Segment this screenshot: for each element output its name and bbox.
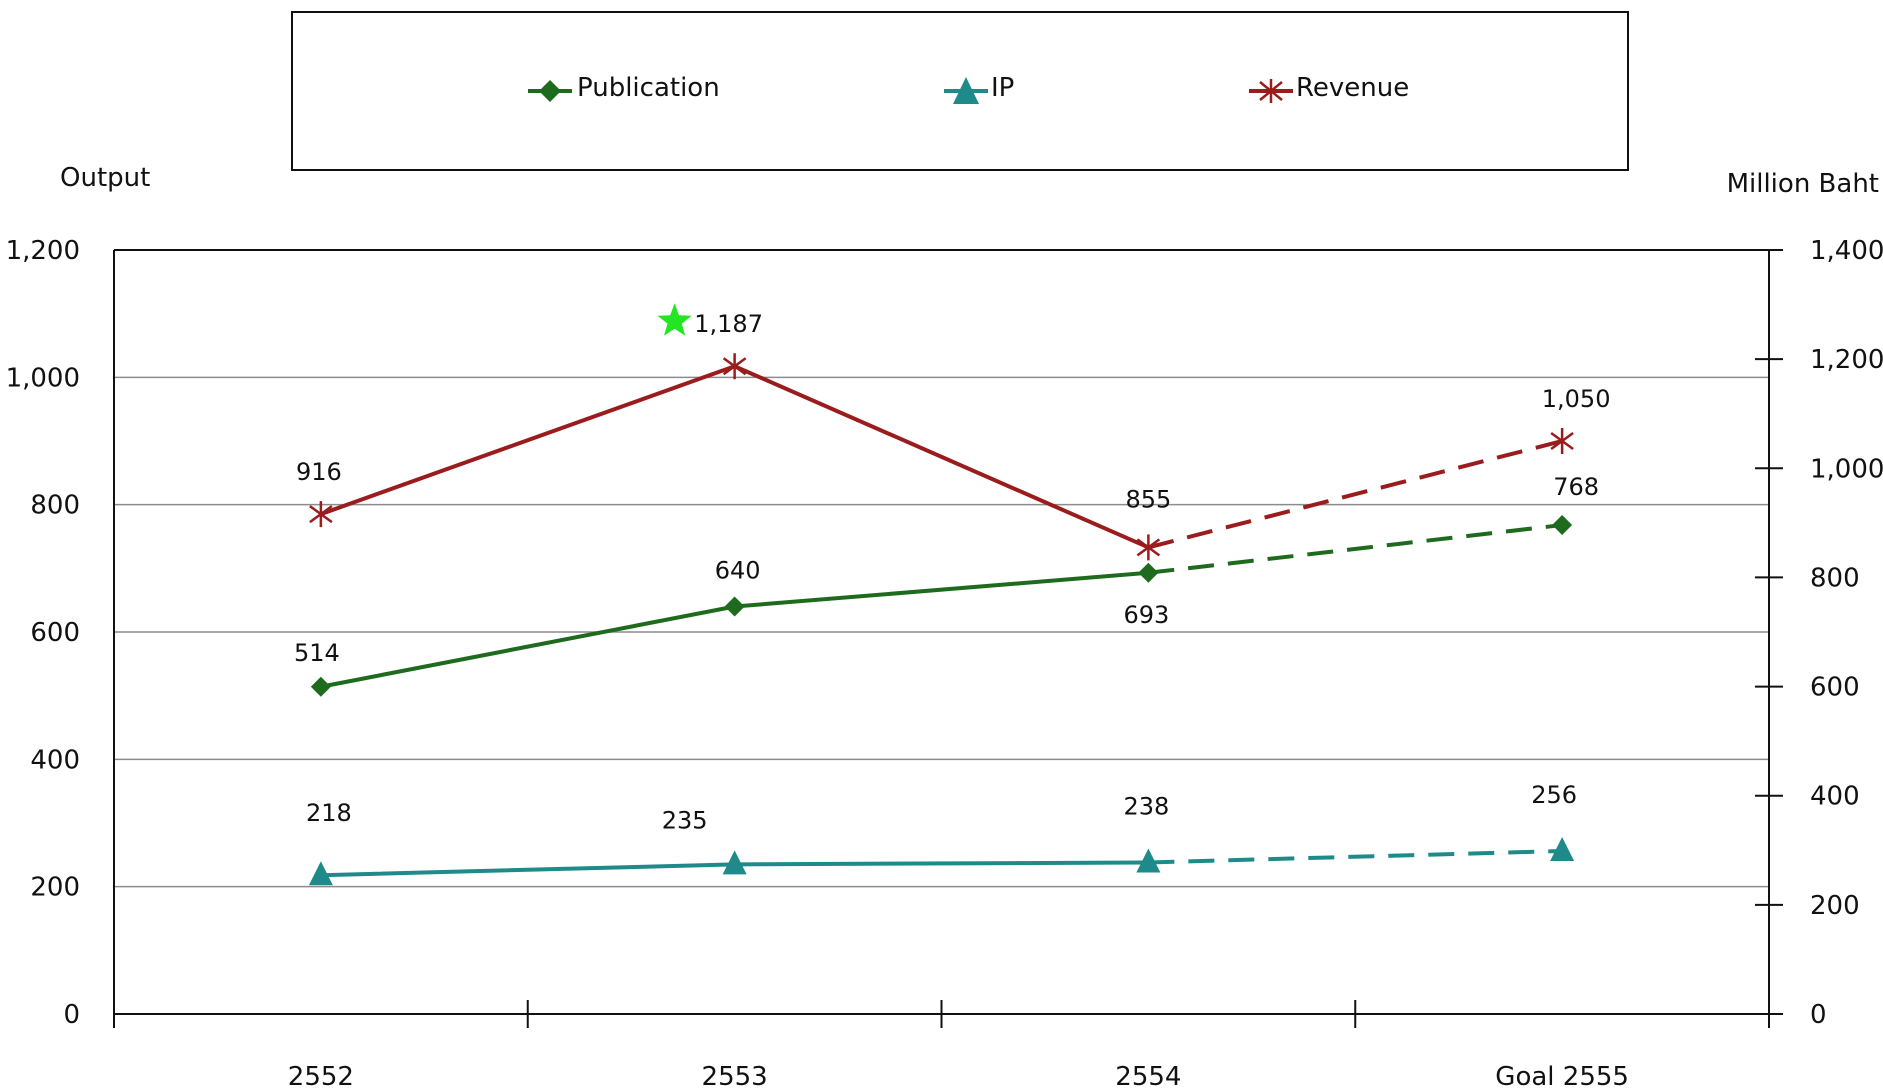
diamond-icon <box>539 80 561 102</box>
y-tick-right: 1,400 <box>1810 236 1883 266</box>
data-label-ip: 238 <box>1123 792 1169 820</box>
data-label-publication: 640 <box>715 557 761 585</box>
point-ip <box>308 861 333 886</box>
star-icon <box>657 303 692 336</box>
legend-label-revenue: Revenue <box>1296 73 1409 103</box>
data-label-publication: 514 <box>294 639 340 667</box>
legend-item-revenue: Revenue <box>1249 73 1409 103</box>
point-ip <box>1136 848 1161 873</box>
y-axis-left-title: Output <box>60 163 150 193</box>
series-line-projected-revenue <box>1147 439 1563 550</box>
point-ip <box>1550 837 1575 862</box>
data-label-ip: 218 <box>306 799 352 827</box>
data-label-publication: 693 <box>1123 601 1169 629</box>
triangle-icon <box>953 77 979 104</box>
data-label-ip: 256 <box>1531 781 1577 809</box>
y-tick-left: 1,200 <box>6 236 80 266</box>
point-revenue <box>1550 428 1574 454</box>
point-revenue <box>309 501 333 528</box>
legend-label-ip: IP <box>991 73 1014 103</box>
tick-labels: 0 200 400 600 800 1,000 1,200 0 200 400 600 800 1,00… <box>6 236 1883 1092</box>
data-label-revenue: 916 <box>296 458 342 486</box>
y-tick-left: 1,000 <box>6 363 80 393</box>
series-line-projected-publication <box>1148 523 1563 575</box>
axes <box>113 249 1783 1028</box>
data-label-ip: 235 <box>662 806 708 834</box>
x-tick-label: 2553 <box>702 1062 768 1092</box>
y-tick-right: 600 <box>1810 673 1860 703</box>
series-line-publication <box>320 570 1149 689</box>
data-label-revenue: 1,187 <box>694 310 763 338</box>
series-line-projected-ip <box>1148 849 1563 865</box>
point-publication <box>1138 562 1159 583</box>
point-publication <box>724 596 745 617</box>
point-revenue <box>1136 534 1161 561</box>
y-tick-right: 1,000 <box>1810 454 1883 484</box>
point-revenue <box>722 353 747 380</box>
y-tick-right: 800 <box>1810 563 1860 593</box>
legend: Publication IP Revenue <box>291 11 1629 171</box>
series-line-revenue <box>320 364 1150 550</box>
x-tick-label: 2554 <box>1115 1062 1181 1092</box>
y-tick-right: 0 <box>1810 1000 1827 1030</box>
y-tick-left: 400 <box>30 745 80 775</box>
point-publication <box>1552 515 1573 536</box>
data-label-publication: 768 <box>1553 473 1599 501</box>
data-label-revenue: 1,050 <box>1542 385 1611 413</box>
y-axis-right-title: Million Baht <box>1727 169 1879 199</box>
data-label-revenue: 855 <box>1125 485 1171 513</box>
y-tick-left: 600 <box>30 618 80 648</box>
y-tick-left: 0 <box>63 1000 80 1030</box>
point-ip <box>722 850 747 875</box>
x-tick-label: Goal 2555 <box>1495 1062 1629 1092</box>
legend-item-ip: IP <box>944 73 1014 104</box>
y-tick-left: 800 <box>30 491 80 521</box>
series <box>308 353 1575 886</box>
y-tick-right: 400 <box>1810 782 1860 812</box>
y-tick-left: 200 <box>30 873 80 903</box>
grid <box>114 376 1769 888</box>
y-tick-right: 200 <box>1810 891 1860 921</box>
y-tick-right: 1,200 <box>1810 345 1883 375</box>
x-tick-label: 2552 <box>288 1062 354 1092</box>
data-labels: 514 640 693 768 218 235 238 256 916 1,187 855 1,050 <box>294 303 1611 834</box>
asterisk-icon <box>1259 79 1283 103</box>
legend-label-publication: Publication <box>577 73 720 103</box>
legend-item-publication: Publication <box>528 73 720 103</box>
point-publication <box>310 676 331 697</box>
